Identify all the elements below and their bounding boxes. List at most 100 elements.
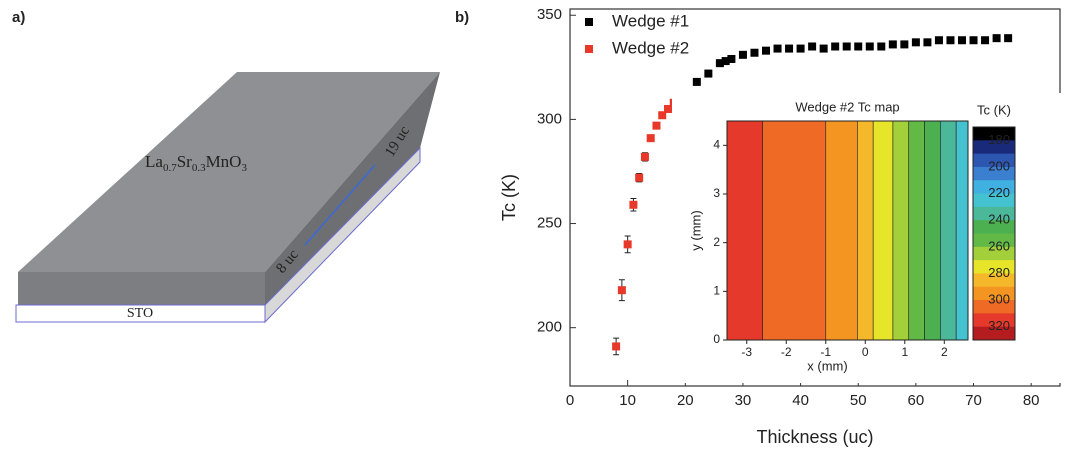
data-point (623, 240, 632, 249)
film-side (265, 72, 440, 305)
x-tick-label: 0 (566, 392, 574, 409)
legend-marker (585, 18, 593, 26)
data-point (911, 38, 920, 47)
inset-title: Wedge #2 Tc map (795, 99, 899, 114)
colorbar-swatch (973, 127, 1015, 141)
y-tick-label: 3 (713, 186, 720, 200)
colorbar-frame (972, 126, 1016, 341)
data-point (842, 42, 851, 51)
colorbar-swatch (973, 153, 1015, 168)
y-tick-label: 250 (537, 215, 562, 232)
colorbar-swatch (973, 193, 1015, 208)
data-point (877, 42, 886, 51)
film-front (18, 272, 265, 305)
panel-label: b) (455, 9, 469, 26)
x-tick-label: 1 (901, 345, 908, 359)
colorbar-swatch (973, 233, 1015, 248)
data-point (785, 44, 794, 53)
data-point (640, 152, 649, 161)
data-point (819, 44, 828, 53)
data-point (773, 44, 782, 53)
x-tick-label: 2 (941, 345, 948, 359)
y-tick-label: 200 (537, 319, 562, 336)
formula-part: 0.7 (163, 162, 177, 174)
legend-marker (585, 45, 593, 53)
y-tick-label: 4 (713, 138, 720, 152)
y-tick-label: 350 (537, 6, 562, 23)
x-tick-label: 60 (908, 392, 925, 409)
data-point (658, 111, 667, 120)
gradient-line (304, 164, 376, 246)
colorbar-swatch (973, 246, 1015, 261)
data-point (1004, 34, 1013, 43)
contour-band (762, 120, 827, 341)
data-point (721, 57, 730, 66)
data-point (664, 104, 672, 113)
inset-frame (726, 120, 969, 341)
colorbar-tick-label: 200 (988, 158, 1010, 173)
colorbar-swatch (973, 140, 1015, 155)
formula-part: La (145, 152, 163, 171)
data-point (692, 77, 701, 86)
formula-part: Sr (177, 152, 192, 171)
data-point (831, 42, 840, 51)
contour-band (924, 120, 941, 341)
data-point (946, 36, 955, 45)
formula-part: 0.3 (192, 162, 206, 174)
x-tick-label: 20 (677, 392, 694, 409)
contour-band (857, 120, 874, 341)
contour-band (908, 120, 925, 341)
colorbar-swatch (973, 313, 1015, 328)
colorbar-swatch (973, 166, 1015, 181)
data-point (738, 50, 747, 59)
colorbar-swatch (973, 220, 1015, 234)
colorbar-swatch (973, 300, 1015, 314)
data-point (854, 42, 863, 51)
y-tick-label: 300 (537, 110, 562, 127)
contour-band (892, 120, 910, 341)
data-point (900, 40, 909, 49)
contour-band (872, 120, 894, 341)
y-tick-label: 1 (713, 284, 720, 298)
data-point (762, 46, 770, 55)
data-point (715, 59, 724, 68)
x-tick-label: 70 (965, 392, 982, 409)
contour-band (940, 120, 957, 341)
colorbar-tick-label: 240 (988, 212, 1010, 227)
y-tick-label: 2 (713, 235, 720, 249)
colorbar-tick-label: 300 (988, 292, 1010, 307)
legend-label: Wedge #2 (612, 38, 689, 57)
x-tick-label: -3 (741, 345, 752, 359)
colorbar-swatch (973, 260, 1015, 274)
x-tick-label: 50 (850, 392, 867, 409)
x-tick-label: 30 (735, 392, 752, 409)
panel-label: a) (12, 9, 25, 26)
data-point (635, 173, 644, 182)
data-point (727, 54, 736, 63)
data-point (888, 40, 897, 49)
x-axis-label: Thickness (uc) (756, 427, 873, 447)
data-point (992, 34, 1001, 43)
film-formula: La0.7Sr0.3MnO3 (145, 152, 247, 174)
x-tick-label: 0 (862, 345, 869, 359)
colorbar-tick-label: 280 (988, 265, 1010, 280)
colorbar-swatch (973, 326, 1015, 341)
data-point (808, 42, 817, 51)
data-point (934, 36, 943, 45)
colorbar-swatch (973, 286, 1015, 301)
data-point (750, 48, 759, 57)
data-point (796, 44, 805, 53)
data-point (704, 69, 713, 78)
colorbar-label: Tc (K) (977, 102, 1011, 117)
x-tick-label: 40 (792, 392, 809, 409)
inset-x-label: x (mm) (807, 358, 847, 373)
data-point (646, 134, 655, 143)
data-point (865, 42, 874, 51)
contour-band (825, 120, 858, 341)
x-tick-label: -1 (820, 345, 831, 359)
colorbar-tick-label: 180 (988, 132, 1010, 147)
data-point (923, 38, 932, 47)
panel-a: a) La0.7Sr0.3MnO3 STO 19 uc 8 uc (12, 9, 440, 324)
